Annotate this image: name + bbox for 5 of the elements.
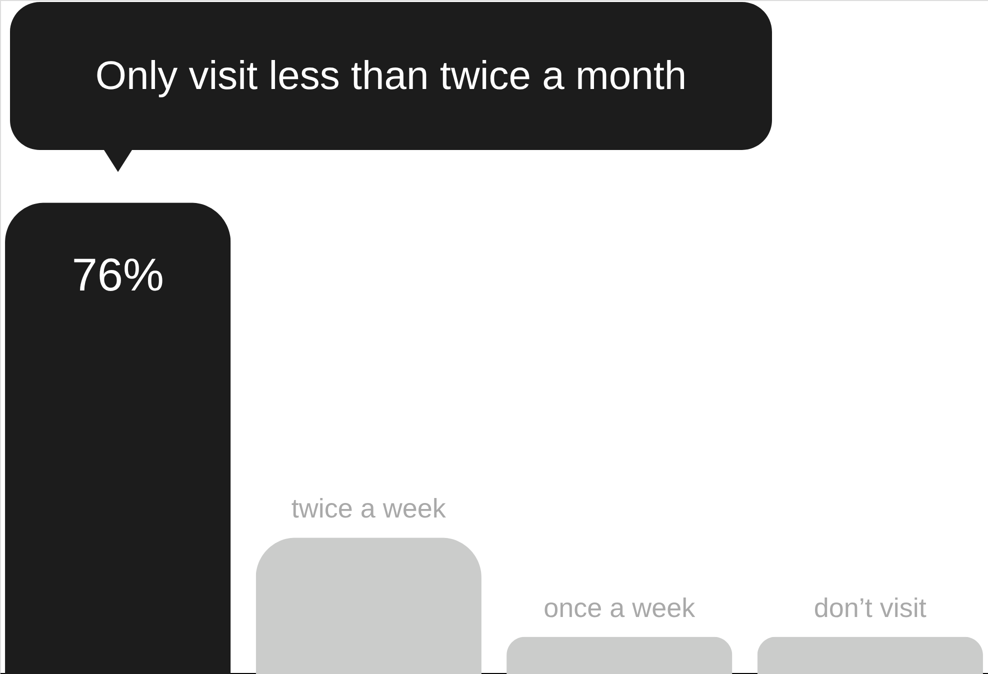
x-tick-label: twice a week xyxy=(291,494,446,524)
data-label: 76% xyxy=(72,248,164,301)
text: Only visit less than twice a month xyxy=(95,54,687,98)
x-tick-label: don’t visit xyxy=(814,592,927,623)
x-tick-label: once a week xyxy=(544,592,696,623)
